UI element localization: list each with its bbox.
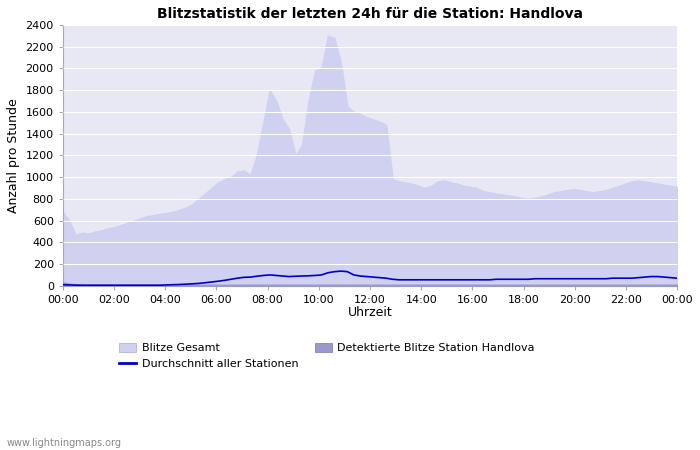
X-axis label: Uhrzeit: Uhrzeit: [348, 306, 393, 319]
Y-axis label: Anzahl pro Stunde: Anzahl pro Stunde: [7, 98, 20, 213]
Legend: Blitze Gesamt, Durchschnitt aller Stationen, Detektierte Blitze Station Handlova: Blitze Gesamt, Durchschnitt aller Statio…: [115, 338, 539, 373]
Text: www.lightningmaps.org: www.lightningmaps.org: [7, 438, 122, 448]
Title: Blitzstatistik der letzten 24h für die Station: Handlova: Blitzstatistik der letzten 24h für die S…: [157, 7, 583, 21]
